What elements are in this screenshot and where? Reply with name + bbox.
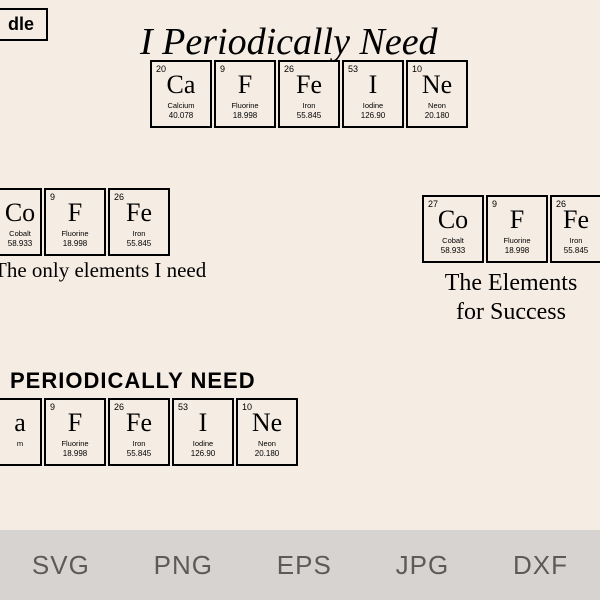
element-name: Neon	[258, 439, 276, 448]
atomic-mass: 40.078	[169, 111, 193, 120]
element-tile: 9 F Fluorine18.998	[214, 60, 276, 128]
element-name: Cobalt	[9, 229, 31, 238]
element-symbol: Fe	[126, 410, 152, 436]
element-name: Iron	[303, 101, 316, 110]
element-name: Iron	[570, 236, 583, 245]
element-name: Fluorine	[61, 229, 88, 238]
element-symbol: Ne	[422, 72, 452, 98]
atomic-mass: 126.90	[361, 111, 385, 120]
element-tile: 26Fe Iron55.845	[108, 398, 170, 466]
element-symbol: Co	[438, 207, 468, 233]
design-coffee-success: 27Co Cobalt58.933 9 F Fluorine18.998 26Fe Iron…	[422, 195, 600, 327]
element-row: am 9 F Fluorine18.998 26Fe Iron55.845 53 I Iodin…	[0, 398, 298, 466]
atomic-number: 9	[50, 402, 55, 412]
element-tile: 20Ca Calcium40.078	[150, 60, 212, 128]
format-label: PNG	[154, 550, 213, 581]
element-tile: 53 I Iodine126.90	[172, 398, 234, 466]
atomic-number: 9	[50, 192, 55, 202]
atomic-mass: 18.998	[233, 111, 257, 120]
caption: The Elements for Success	[422, 269, 600, 327]
atomic-mass: 126.90	[191, 449, 215, 458]
element-symbol: F	[68, 200, 82, 226]
element-tile: am	[0, 398, 42, 466]
atomic-mass: 20.180	[425, 111, 449, 120]
element-symbol: Ne	[252, 410, 282, 436]
design-coffee-only: Co Cobalt58.933 9 F Fluorine18.998 26Fe Iron55…	[0, 188, 206, 283]
element-symbol: Ca	[167, 72, 196, 98]
element-name: Calcium	[167, 101, 194, 110]
atomic-mass: 58.933	[8, 239, 32, 248]
atomic-number: 26	[114, 192, 124, 202]
element-symbol: I	[199, 410, 208, 436]
atomic-mass: 18.998	[505, 246, 529, 255]
atomic-number: 9	[492, 199, 497, 209]
atomic-number: 9	[220, 64, 225, 74]
element-name: Iodine	[363, 101, 383, 110]
element-symbol: Fe	[296, 72, 322, 98]
element-name: Fluorine	[61, 439, 88, 448]
atomic-mass: 18.998	[63, 449, 87, 458]
element-tile: 9 F Fluorine18.998	[486, 195, 548, 263]
caption-line: for Success	[456, 299, 566, 325]
atomic-mass: 55.845	[297, 111, 321, 120]
element-symbol: F	[68, 410, 82, 436]
atomic-mass: 55.845	[564, 246, 588, 255]
atomic-number: 20	[156, 64, 166, 74]
atomic-mass: 20.180	[255, 449, 279, 458]
design-caffeine-bold: PERIODICALLY NEED am 9 F Fluorine18.998 26Fe…	[0, 368, 298, 466]
atomic-mass: 58.933	[441, 246, 465, 255]
element-tile: 9 F Fluorine18.998	[44, 398, 106, 466]
bundle-badge: dle	[0, 8, 48, 41]
atomic-mass: 18.998	[63, 239, 87, 248]
design-caffeine-script: I Periodically Need 20CaCalcium40.0789FF…	[140, 20, 468, 128]
format-label: JPG	[396, 550, 450, 581]
atomic-mass: 55.845	[127, 239, 151, 248]
format-bar: SVG PNG EPS JPG DXF	[0, 530, 600, 600]
element-name: Iodine	[193, 439, 213, 448]
element-tile: 10Ne Neon20.180	[406, 60, 468, 128]
atomic-number: 10	[242, 402, 252, 412]
element-name: Neon	[428, 101, 446, 110]
bold-title: PERIODICALLY NEED	[10, 368, 298, 394]
element-symbol: I	[369, 72, 378, 98]
element-name: Iron	[133, 229, 146, 238]
element-symbol: a	[14, 410, 26, 436]
format-label: SVG	[32, 550, 90, 581]
format-label: EPS	[277, 550, 332, 581]
element-symbol: F	[510, 207, 524, 233]
element-symbol: Fe	[126, 200, 152, 226]
element-tile: 26Fe Iron55.845	[108, 188, 170, 256]
element-name: m	[17, 439, 23, 448]
caption-line: The Elements	[445, 270, 578, 296]
element-symbol: F	[238, 72, 252, 98]
script-title: I Periodically Need	[140, 20, 468, 64]
element-tile: 26Fe Iron55.845	[278, 60, 340, 128]
element-tile: 26Fe Iron55.845	[550, 195, 600, 263]
atomic-mass: 55.845	[127, 449, 151, 458]
format-label: DXF	[513, 550, 568, 581]
element-tile: 9 F Fluorine18.998	[44, 188, 106, 256]
atomic-number: 53	[178, 402, 188, 412]
atomic-number: 26	[556, 199, 566, 209]
element-tile: 27Co Cobalt58.933	[422, 195, 484, 263]
element-row: Co Cobalt58.933 9 F Fluorine18.998 26Fe Iron55…	[0, 188, 206, 256]
element-row: 27Co Cobalt58.933 9 F Fluorine18.998 26Fe Iron…	[422, 195, 600, 263]
atomic-number: 26	[114, 402, 124, 412]
atomic-number: 53	[348, 64, 358, 74]
element-tile: 53 I Iodine126.90	[342, 60, 404, 128]
element-symbol: Co	[5, 200, 35, 226]
atomic-number: 10	[412, 64, 422, 74]
atomic-number: 26	[284, 64, 294, 74]
element-name: Cobalt	[442, 236, 464, 245]
element-name: Iron	[133, 439, 146, 448]
element-tile: Co Cobalt58.933	[0, 188, 42, 256]
caption: The only elements I need	[0, 258, 206, 283]
element-row: 20Ca Calcium40.078 9 F Fluorine18.998 26Fe Iro…	[150, 60, 468, 128]
atomic-number: 27	[428, 199, 438, 209]
element-name: Fluorine	[503, 236, 530, 245]
element-symbol: Fe	[563, 207, 589, 233]
element-name: Fluorine	[231, 101, 258, 110]
element-tile: 10Ne Neon20.180	[236, 398, 298, 466]
